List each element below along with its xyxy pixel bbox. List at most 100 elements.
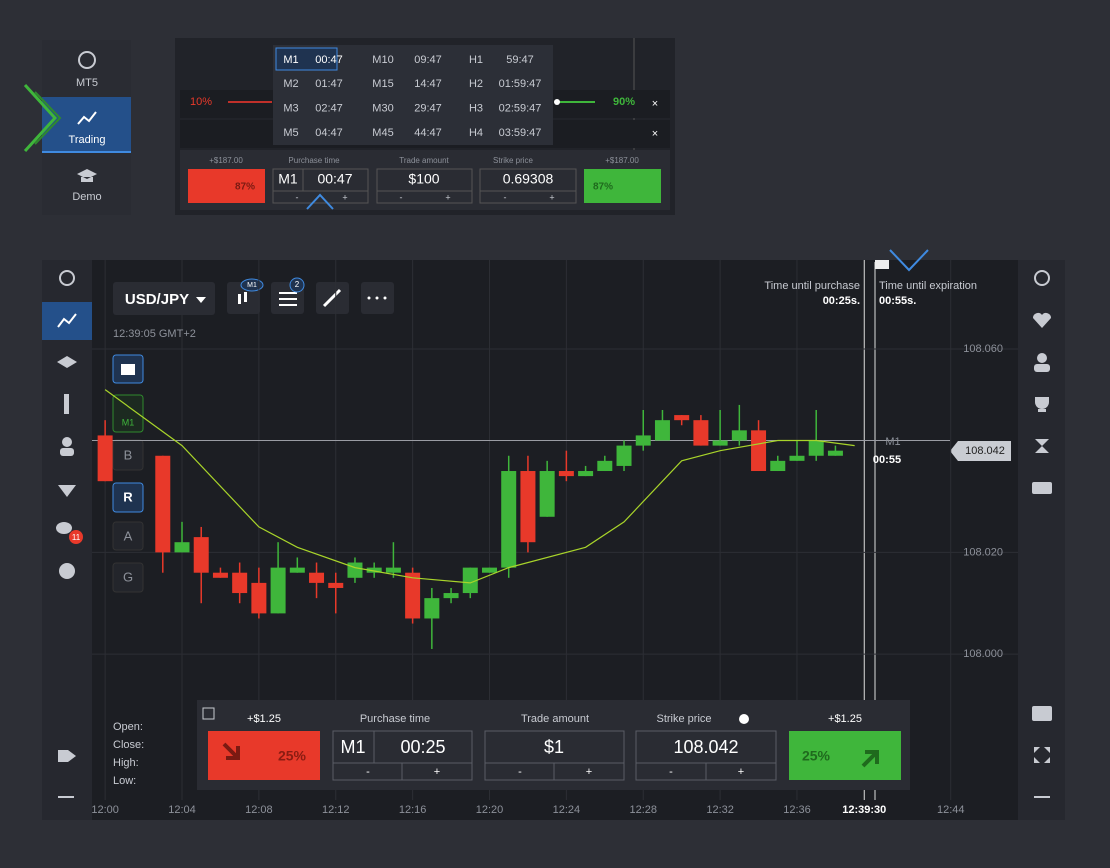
moving-average (104, 389, 855, 584)
amount-value[interactable]: $1 (544, 737, 564, 757)
candle-body (674, 415, 690, 421)
tool-button[interactable]: M1 (122, 417, 135, 427)
tool-button[interactable]: A (124, 528, 133, 543)
candle-body (385, 567, 401, 573)
x-tick-label: 12:28 (629, 804, 657, 816)
timeframe-time[interactable]: 14:47 (414, 78, 442, 90)
candle-body (578, 471, 594, 477)
field-label: Trade amount (399, 156, 449, 165)
timeframe-time[interactable]: 03:59:47 (499, 127, 542, 139)
plus-button[interactable]: + (549, 192, 554, 202)
minus-button[interactable]: - (296, 192, 299, 202)
sidebar-item[interactable]: Demo (72, 191, 101, 203)
timeframe-time[interactable]: 29:47 (414, 103, 442, 115)
tool-button[interactable]: G (123, 569, 133, 584)
timeframe-option[interactable]: M10 (372, 54, 393, 66)
tool-button[interactable]: R (123, 489, 133, 504)
down-button[interactable]: 87% (235, 182, 255, 193)
down-button[interactable]: 25% (278, 748, 307, 764)
timeframe-option[interactable]: M45 (372, 127, 393, 139)
timeframe-option[interactable]: H4 (469, 127, 483, 139)
timeframe-option[interactable]: H1 (469, 54, 483, 66)
x-tick-label: 12:16 (399, 804, 427, 816)
timeframe-time[interactable]: 09:47 (414, 54, 442, 66)
current-price-tag: 108.042 (965, 445, 1005, 457)
amount-value[interactable]: $100 (408, 171, 439, 187)
plus-button[interactable]: + (445, 192, 450, 202)
candle-body (693, 420, 709, 446)
timeframe-option[interactable]: M30 (372, 103, 393, 115)
svg-text:×: × (652, 98, 658, 110)
candle-body (174, 542, 190, 553)
sidebar-item[interactable]: Trading (69, 134, 106, 146)
candle-body (289, 567, 305, 573)
plus-button[interactable]: + (434, 766, 440, 778)
candle-body (827, 450, 843, 456)
minus-button[interactable]: - (504, 192, 507, 202)
trade-panel (197, 700, 910, 790)
marker-time: 00:55 (873, 454, 901, 466)
top-trade-labels: +$187.00 Purchase time Trade amount Stri… (209, 156, 639, 165)
up-button[interactable]: 25% (802, 748, 831, 764)
candle-body (366, 567, 382, 573)
timeframe-option[interactable]: M5 (283, 127, 298, 139)
timeframe-option[interactable]: H2 (469, 78, 483, 90)
badge: M1 (247, 282, 257, 289)
timeframe-time[interactable]: 04:47 (315, 127, 343, 139)
timeframe-time[interactable]: 02:47 (315, 103, 343, 115)
candle-body (654, 420, 670, 441)
time-value[interactable]: 00:47 (317, 171, 352, 187)
minus-button[interactable]: - (400, 192, 403, 202)
profit-label: +$1.25 (247, 713, 281, 725)
candle-body (424, 598, 440, 619)
sidebar-item[interactable]: MT5 (76, 77, 98, 89)
candle-body (347, 562, 363, 578)
time-value[interactable]: 00:25 (400, 737, 445, 757)
symbol-selector[interactable]: USD/JPY (125, 291, 189, 308)
candle-body (155, 455, 171, 553)
timeframe-value[interactable]: M1 (340, 737, 365, 757)
plus-button[interactable]: + (586, 766, 592, 778)
field-label: Purchase time (288, 156, 340, 165)
candle-body (808, 440, 824, 456)
minus-button[interactable]: - (366, 766, 370, 778)
payout-high: 90% (613, 96, 635, 108)
candle-body (232, 572, 248, 594)
minus-button[interactable]: - (518, 766, 522, 778)
x-tick-label: 12:36 (783, 804, 811, 816)
timeframe-time[interactable]: 01:47 (315, 78, 343, 90)
mini-sidebar (23, 40, 131, 215)
timeframe-option[interactable]: M2 (283, 78, 298, 90)
timeframe-time[interactable]: 02:59:47 (499, 103, 542, 115)
candle-body (616, 445, 632, 466)
candle-body (597, 460, 613, 472)
y-tick-label: 108.020 (963, 546, 1003, 558)
timeframe-time[interactable]: 59:47 (506, 54, 534, 66)
marker-timeframe: M1 (885, 436, 900, 448)
timeframe-option[interactable]: H3 (469, 103, 483, 115)
clock: 12:39:05 GMT+2 (113, 328, 196, 340)
timeframe-option[interactable]: M15 (372, 78, 393, 90)
timeframe-option[interactable]: M3 (283, 103, 298, 115)
timeframe-time[interactable]: 00:47 (315, 54, 343, 66)
candle-body (212, 572, 228, 578)
minus-button[interactable]: - (669, 766, 673, 778)
chat-badge: 11 (72, 533, 81, 542)
up-button[interactable]: 87% (593, 182, 613, 193)
plus-button[interactable]: + (342, 192, 347, 202)
candle-body (635, 435, 651, 446)
strike-value[interactable]: 108.042 (673, 737, 738, 757)
tool-button[interactable]: B (124, 447, 133, 462)
field-label: Strike price (656, 713, 711, 725)
timeframe-value[interactable]: M1 (278, 171, 298, 187)
candle-body (712, 440, 728, 446)
ohlc-label: Low: (113, 775, 136, 787)
candle-body (731, 430, 747, 441)
timeframe-time[interactable]: 44:47 (414, 127, 442, 139)
timeframe-time[interactable]: 01:59:47 (499, 78, 542, 90)
candle-body (751, 430, 767, 472)
timeframe-option[interactable]: M1 (283, 54, 298, 66)
plus-button[interactable]: + (738, 766, 744, 778)
strike-value[interactable]: 0.69308 (503, 171, 554, 187)
candle-body (481, 567, 497, 573)
